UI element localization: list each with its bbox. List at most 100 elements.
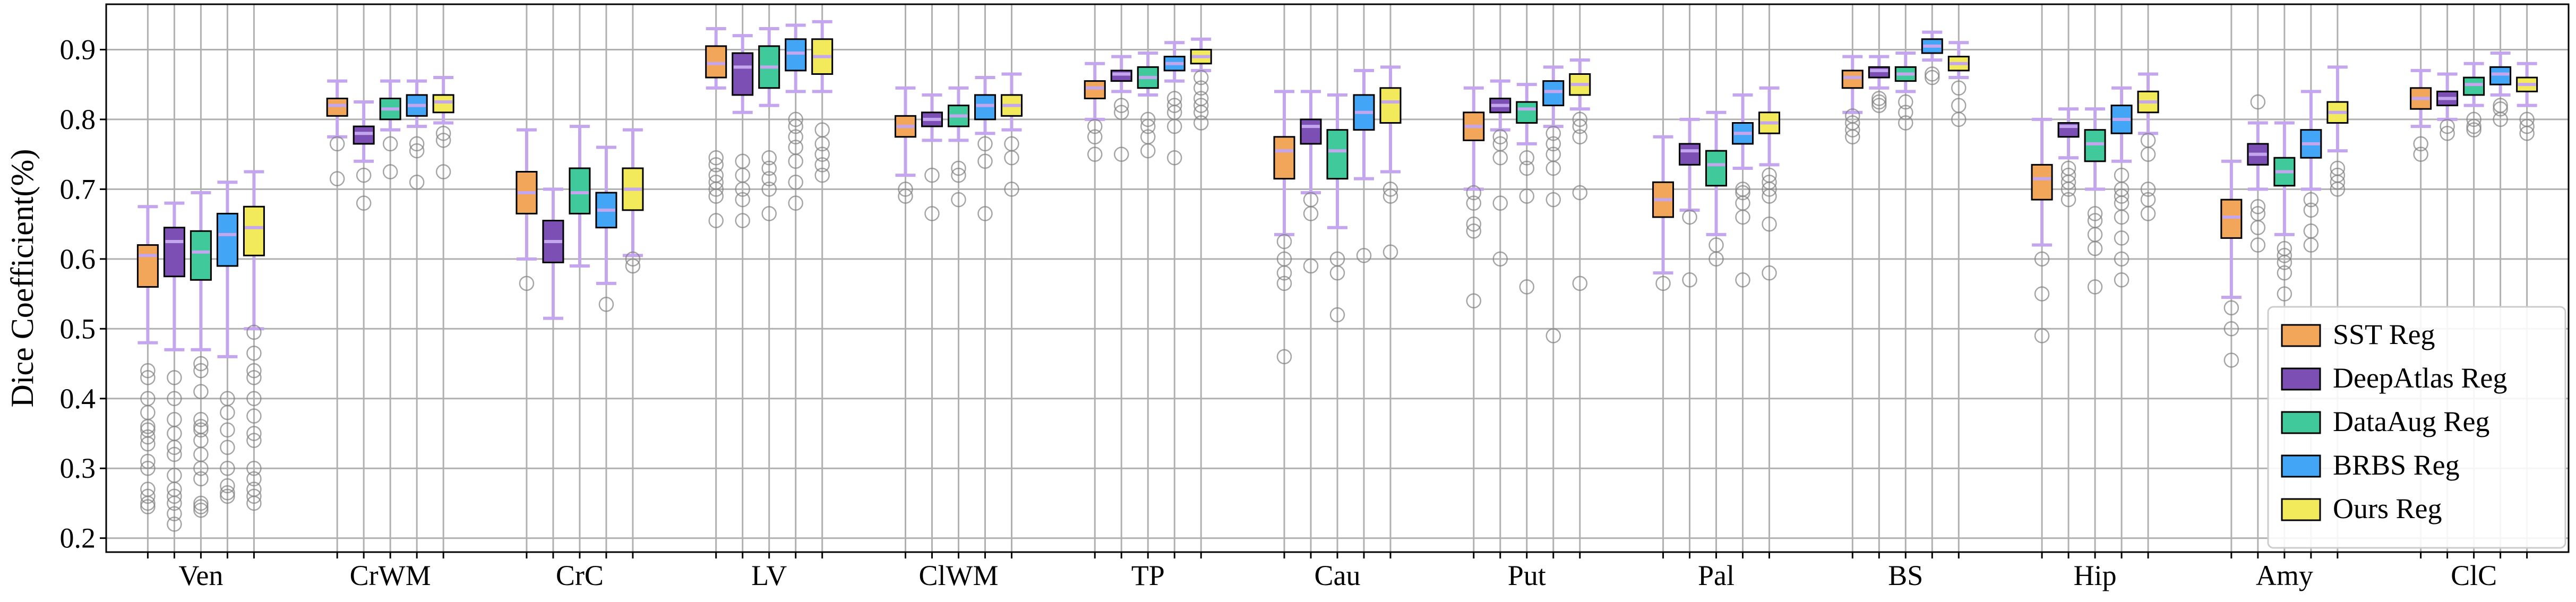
outlier-point bbox=[2277, 286, 2292, 302]
outlier-point bbox=[814, 167, 830, 183]
outlier-point bbox=[1193, 80, 1209, 96]
box-hip bbox=[2031, 164, 2053, 201]
outlier-point bbox=[246, 471, 262, 487]
outlier-point bbox=[519, 276, 535, 291]
outlier-point bbox=[1276, 349, 1292, 365]
outlier-point bbox=[2034, 251, 2050, 267]
outlier-point bbox=[1140, 143, 1156, 159]
outlier-point bbox=[951, 167, 966, 183]
outlier-point bbox=[1572, 111, 1588, 127]
outlier-point bbox=[951, 192, 966, 208]
y-tick-label: 0.7 bbox=[60, 173, 96, 205]
legend-label: DeepAtlas Reg bbox=[2333, 362, 2507, 394]
x-tick-label-tp: TP bbox=[1131, 560, 1165, 591]
outlier-point bbox=[1545, 328, 1561, 343]
y-tick-label: 0.2 bbox=[60, 522, 96, 554]
outlier-point bbox=[1519, 279, 1535, 295]
x-tick-label-lv: LV bbox=[751, 560, 787, 591]
outlier-point bbox=[1303, 206, 1319, 221]
outlier-point bbox=[1735, 209, 1750, 225]
outlier-point bbox=[814, 147, 830, 162]
outlier-point bbox=[708, 188, 724, 204]
outlier-point bbox=[1193, 105, 1209, 121]
outlier-point bbox=[814, 157, 830, 173]
outlier-point bbox=[761, 206, 777, 221]
outlier-point bbox=[2060, 182, 2076, 197]
outlier-point bbox=[167, 440, 182, 455]
series-ours-reg bbox=[243, 20, 2538, 511]
box-put bbox=[1542, 80, 1565, 107]
outlier-point bbox=[1655, 276, 1671, 291]
outlier-point bbox=[2087, 279, 2103, 295]
outlier-point bbox=[2114, 188, 2130, 204]
outlier-point bbox=[1845, 122, 1860, 137]
outlier-point bbox=[140, 453, 156, 469]
series-dataaug-reg bbox=[190, 27, 2485, 518]
outlier-point bbox=[1466, 223, 1482, 239]
outlier-point bbox=[140, 495, 156, 511]
outlier-point bbox=[1466, 293, 1482, 308]
outlier-point bbox=[435, 125, 451, 141]
outlier-point bbox=[246, 426, 262, 441]
outlier-point bbox=[246, 433, 262, 448]
outlier-point bbox=[761, 171, 777, 186]
outlier-point bbox=[977, 206, 993, 221]
outlier-point bbox=[1898, 94, 1913, 110]
outlier-point bbox=[1140, 111, 1156, 127]
outlier-point bbox=[2303, 237, 2319, 253]
outlier-point bbox=[2087, 206, 2103, 221]
outlier-point bbox=[1925, 70, 1940, 85]
box-ven bbox=[190, 230, 212, 281]
outlier-point bbox=[1166, 118, 1182, 134]
outlier-point bbox=[1871, 98, 1887, 113]
outlier-point bbox=[1004, 150, 1019, 166]
outlier-point bbox=[2466, 122, 2481, 137]
outlier-point bbox=[1898, 105, 1913, 121]
outlier-point bbox=[2114, 251, 2130, 267]
outlier-point bbox=[1492, 150, 1508, 166]
outlier-point bbox=[435, 164, 451, 179]
outlier-point bbox=[193, 502, 209, 518]
outlier-point bbox=[2466, 111, 2481, 127]
outlier-point bbox=[761, 150, 777, 166]
box-plot-area bbox=[136, 20, 2538, 532]
outlier-point bbox=[1193, 115, 1209, 131]
outlier-point bbox=[140, 363, 156, 379]
outlier-point bbox=[1519, 160, 1535, 176]
outlier-point bbox=[1276, 265, 1292, 281]
legend-swatch bbox=[2281, 498, 2321, 521]
outlier-point bbox=[761, 182, 777, 197]
outlier-point bbox=[1572, 129, 1588, 145]
outlier-point bbox=[2330, 174, 2346, 190]
outlier-point bbox=[140, 419, 156, 434]
x-tick-label-ven: Ven bbox=[178, 560, 223, 591]
box-clwm bbox=[974, 94, 996, 121]
outlier-point bbox=[1004, 182, 1019, 197]
outlier-point bbox=[625, 258, 641, 274]
outlier-point bbox=[1329, 265, 1345, 281]
outlier-point bbox=[140, 488, 156, 504]
legend: SST Reg DeepAtlas Reg DataAug Reg BRBS Reg O… bbox=[2267, 306, 2566, 549]
outlier-point bbox=[1682, 209, 1697, 225]
outlier-point bbox=[246, 346, 262, 361]
outlier-point bbox=[1545, 160, 1561, 176]
outlier-point bbox=[167, 370, 182, 385]
outlier-point bbox=[1762, 182, 1777, 197]
outlier-point bbox=[1466, 185, 1482, 201]
outlier-point bbox=[1383, 188, 1398, 204]
outlier-point bbox=[1708, 251, 1724, 267]
outlier-point bbox=[220, 478, 235, 494]
outlier-point bbox=[1492, 129, 1508, 145]
box-lv bbox=[785, 38, 807, 72]
legend-label: Ours Reg bbox=[2333, 493, 2442, 524]
outlier-point bbox=[788, 153, 803, 169]
outlier-point bbox=[2303, 192, 2319, 208]
outlier-point bbox=[246, 495, 262, 511]
x-axis-ticks: Ven CrWM CrC LV ClWM TP Cau Put Pal BS Hip Amy ClC bbox=[147, 552, 2528, 591]
box-put bbox=[1516, 101, 1538, 124]
outlier-point bbox=[2250, 220, 2266, 235]
outlier-point bbox=[1735, 272, 1750, 288]
box-bs bbox=[1868, 66, 1890, 79]
box-crwm bbox=[432, 94, 454, 114]
